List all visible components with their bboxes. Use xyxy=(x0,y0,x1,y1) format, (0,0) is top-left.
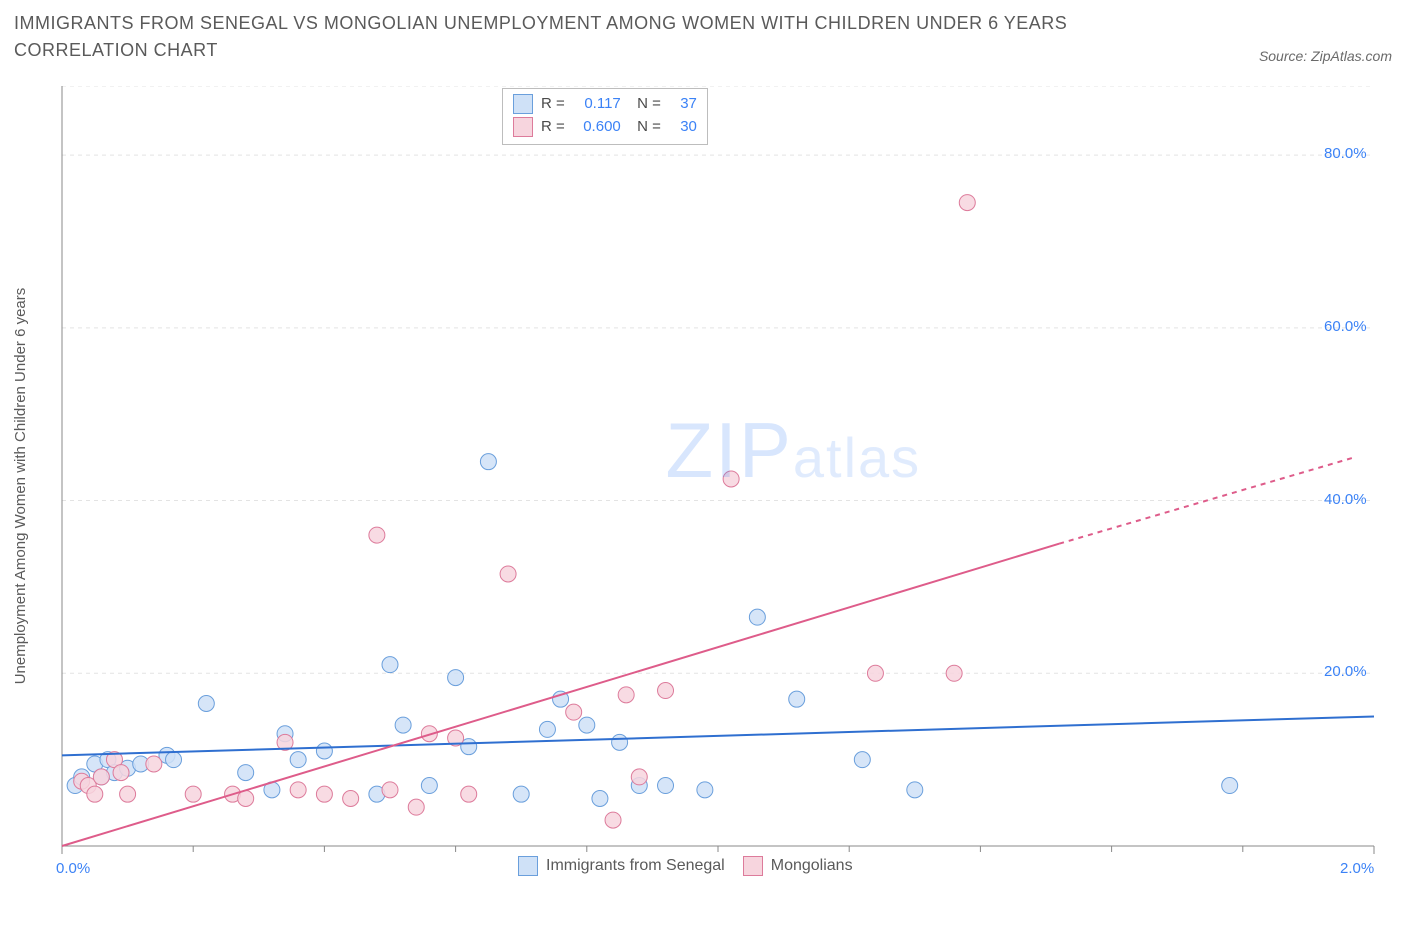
x-legend-item-mongolians: Mongolians xyxy=(743,856,853,876)
y-tick-label: 80.0% xyxy=(1324,145,1367,162)
y-axis-label: Unemployment Among Women with Children U… xyxy=(12,86,42,886)
legend-R-label: R = xyxy=(541,93,565,116)
title-row: IMMIGRANTS FROM SENEGAL VS MONGOLIAN UNE… xyxy=(14,10,1392,64)
legend-N-label: N = xyxy=(629,93,661,116)
y-tick-label: 60.0% xyxy=(1324,318,1367,335)
chart-svg xyxy=(48,86,1388,886)
plot-area: ZIPatlas R =0.117 N =37R =0.600 N =30 Im… xyxy=(48,86,1388,886)
series-label: Mongolians xyxy=(771,857,853,875)
chart-title: IMMIGRANTS FROM SENEGAL VS MONGOLIAN UNE… xyxy=(14,10,1134,64)
legend-N-label: N = xyxy=(629,116,661,139)
legend-R-value: 0.600 xyxy=(573,116,621,139)
legend-swatch xyxy=(743,856,763,876)
x-tick-label: 2.0% xyxy=(1340,860,1374,877)
legend-row-senegal: R = 0.117 N = 37 xyxy=(513,93,697,116)
x-axis-legend: Immigrants from Senegal Mongolians xyxy=(518,856,853,876)
source-label: Source: ZipAtlas.com xyxy=(1259,48,1392,64)
legend-swatch xyxy=(518,856,538,876)
legend-R-label: R = xyxy=(541,116,565,139)
legend-row-mongolians: R = 0.600 N = 30 xyxy=(513,116,697,139)
legend-N-value: 30 xyxy=(669,116,697,139)
legend-swatch xyxy=(513,94,533,114)
series-label: Immigrants from Senegal xyxy=(546,857,725,875)
legend-N-value: 37 xyxy=(669,93,697,116)
legend-R-value: 0.117 xyxy=(573,93,621,116)
legend-swatch xyxy=(513,117,533,137)
legend-box: R = 0.117 N = 37 R = 0.600 N = 30 xyxy=(502,88,708,145)
x-tick-label: 0.0% xyxy=(56,860,90,877)
x-legend-item-senegal: Immigrants from Senegal xyxy=(518,856,725,876)
y-tick-label: 20.0% xyxy=(1324,663,1367,680)
y-tick-label: 40.0% xyxy=(1324,491,1367,508)
